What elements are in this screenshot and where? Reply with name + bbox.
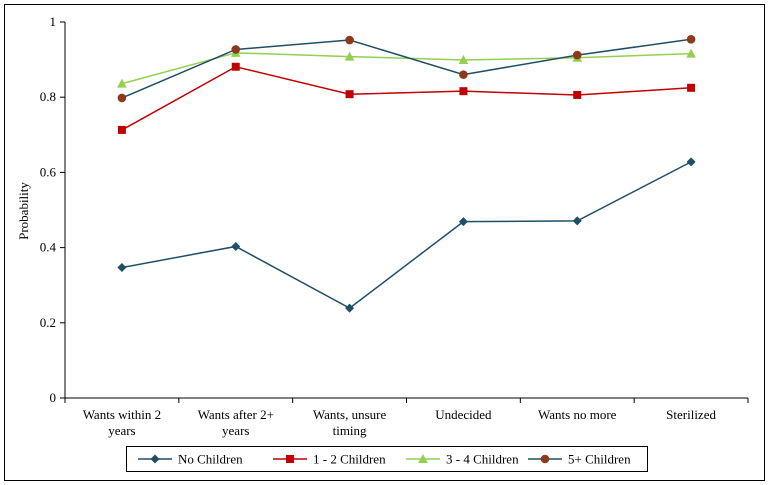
data-point [459, 87, 468, 96]
x-tick-label: Sterilized [666, 407, 716, 422]
series-line [121, 38, 692, 99]
data-point [686, 157, 696, 167]
x-tick-label: Wants after 2+ years [198, 407, 274, 438]
x-tick-label-line: years [108, 423, 135, 438]
x-tick-label-line: Undecided [435, 407, 492, 422]
y-tick-label: 0.4 [40, 240, 57, 255]
x-tick-label-line: Wants, unsure [313, 407, 387, 422]
x-tick-label: Undecided [435, 407, 492, 422]
y-tick-label: 0 [50, 390, 57, 405]
data-point [231, 241, 241, 251]
series-2 [117, 62, 696, 134]
data-point [117, 125, 126, 134]
legend-label: 1 - 2 Children [313, 452, 386, 467]
x-tick-label: Wants no more [538, 407, 617, 422]
series-line [121, 65, 692, 131]
x-tick-label-line: Wants after 2+ [198, 407, 274, 422]
legend-label: No Children [178, 452, 243, 467]
y-axis-label: Probability [16, 182, 31, 240]
x-tick-label: Wants, unsure timing [313, 407, 387, 438]
data-point [573, 90, 582, 99]
x-tick-label-line: timing [333, 423, 367, 438]
data-point [117, 78, 127, 88]
data-point [344, 51, 355, 61]
data-point [117, 93, 127, 103]
data-point [345, 303, 355, 313]
x-tick-label-line: Sterilized [666, 407, 716, 422]
y-tick-label: 0.6 [40, 164, 57, 179]
legend-marker [540, 454, 550, 464]
series-line [121, 161, 692, 310]
legend-label: 5+ Children [568, 452, 631, 467]
legend-label: 3 - 4 Children [446, 452, 519, 467]
data-point [458, 54, 469, 64]
y-tick-label: 0.2 [40, 315, 56, 330]
x-tick-label-line: Wants within 2 [83, 407, 161, 422]
legend: No Children 1 - 2 Children 3 - 4 Children 5… [126, 446, 648, 472]
data-point [686, 34, 696, 44]
legend-marker [286, 455, 294, 463]
series-layer [117, 34, 696, 313]
x-tick-label-line: Wants no more [538, 407, 617, 422]
x-tick-label: Wants within 2 years [83, 407, 161, 438]
data-point [459, 70, 468, 79]
y-tick-label: 0.8 [40, 89, 56, 104]
series-1 [117, 157, 696, 313]
data-point [345, 90, 354, 99]
data-point [687, 83, 696, 92]
data-point [572, 50, 582, 60]
x-tick-label-line: years [222, 423, 249, 438]
y-tick-label: 1 [50, 14, 57, 29]
data-point [458, 217, 468, 227]
data-point [572, 216, 582, 226]
data-point [231, 45, 241, 54]
data-point [231, 62, 240, 71]
data-point [686, 48, 696, 58]
chart-border [4, 4, 765, 481]
series-4 [117, 34, 696, 103]
legend-marker [418, 454, 428, 463]
legend-marker [150, 454, 160, 464]
data-point [117, 263, 127, 273]
data-point [345, 35, 354, 45]
